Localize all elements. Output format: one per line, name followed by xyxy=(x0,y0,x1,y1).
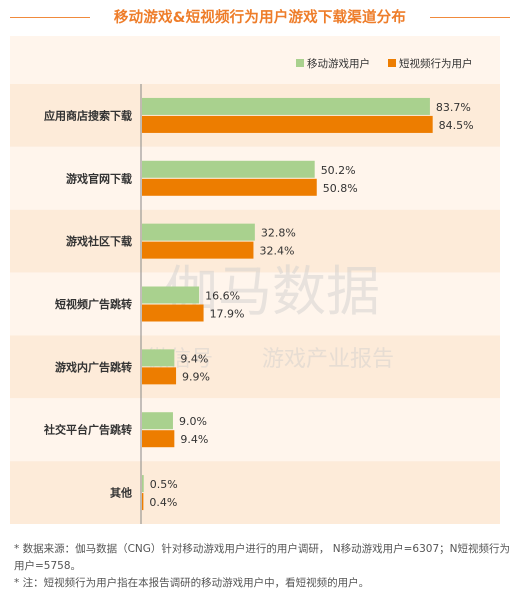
bar xyxy=(142,430,175,448)
title-rule-left xyxy=(10,17,90,18)
bar xyxy=(142,223,255,241)
value-label: 0.5% xyxy=(150,478,178,491)
value-label: 17.9% xyxy=(210,308,245,321)
value-label: 84.5% xyxy=(439,119,474,132)
value-label: 50.8% xyxy=(323,182,358,195)
bar xyxy=(142,304,204,322)
value-label: 32.4% xyxy=(259,245,294,258)
value-label: 9.4% xyxy=(180,352,208,365)
bar xyxy=(142,367,177,385)
category-label: 游戏官网下载 xyxy=(66,171,132,185)
category-label: 其他 xyxy=(110,486,132,500)
value-label: 16.6% xyxy=(205,290,240,303)
bar xyxy=(142,241,254,259)
chart-title: 移动游戏&短视频行为用户游戏下载渠道分布 xyxy=(113,10,407,26)
bar xyxy=(142,349,175,367)
legend-band xyxy=(10,36,500,84)
category-label: 游戏内广告跳转 xyxy=(55,360,132,374)
value-label: 50.2% xyxy=(321,164,356,177)
legend-swatch xyxy=(388,59,396,67)
bar xyxy=(142,493,144,511)
row-band xyxy=(10,461,500,524)
value-label: 83.7% xyxy=(436,101,471,114)
row-band xyxy=(10,398,500,462)
row-band xyxy=(10,209,500,273)
bar xyxy=(142,475,144,493)
title-rule-right xyxy=(430,17,510,18)
row-band xyxy=(10,146,500,210)
row-band xyxy=(10,84,500,147)
value-label: 0.4% xyxy=(149,496,177,509)
legend-label: 移动游戏用户 xyxy=(307,57,370,70)
footnote-note: * 注：短视频行为用户指在本报告调研的移动游戏用户中，看短视频的用户。 xyxy=(14,577,370,589)
bar xyxy=(142,178,317,196)
value-label: 9.9% xyxy=(182,370,210,383)
chart-area: 移动游戏用户 短视频行为用户 伽马数据 微信号 游戏产业报告 应用商店搜索下载 83.7% 8… xyxy=(10,36,500,524)
category-label: 应用商店搜索下载 xyxy=(44,108,132,122)
value-label: 9.0% xyxy=(179,415,207,428)
footnote-source: * 数据来源：伽马数据（CNG）针对移动游戏用户进行的用户调研， N移动游戏用户… xyxy=(14,543,510,572)
bar xyxy=(142,412,173,430)
footnotes: * 数据来源：伽马数据（CNG）针对移动游戏用户进行的用户调研， N移动游戏用户… xyxy=(14,541,510,592)
title-row: 移动游戏&短视频行为用户游戏下载渠道分布 xyxy=(0,6,519,28)
bar xyxy=(142,160,315,178)
category-label: 短视频广告跳转 xyxy=(55,297,132,311)
bar xyxy=(142,286,200,304)
watermark-text: 游戏产业报告 xyxy=(262,347,394,372)
legend-label: 短视频行为用户 xyxy=(399,57,473,70)
value-label: 32.8% xyxy=(261,227,296,240)
bar xyxy=(142,115,433,133)
bar xyxy=(142,97,430,115)
legend-swatch xyxy=(296,59,304,67)
category-label: 游戏社区下载 xyxy=(66,234,132,248)
value-label: 9.4% xyxy=(180,433,208,446)
category-label: 社交平台广告跳转 xyxy=(43,423,132,437)
row-band xyxy=(10,272,500,336)
row-band xyxy=(10,335,500,399)
